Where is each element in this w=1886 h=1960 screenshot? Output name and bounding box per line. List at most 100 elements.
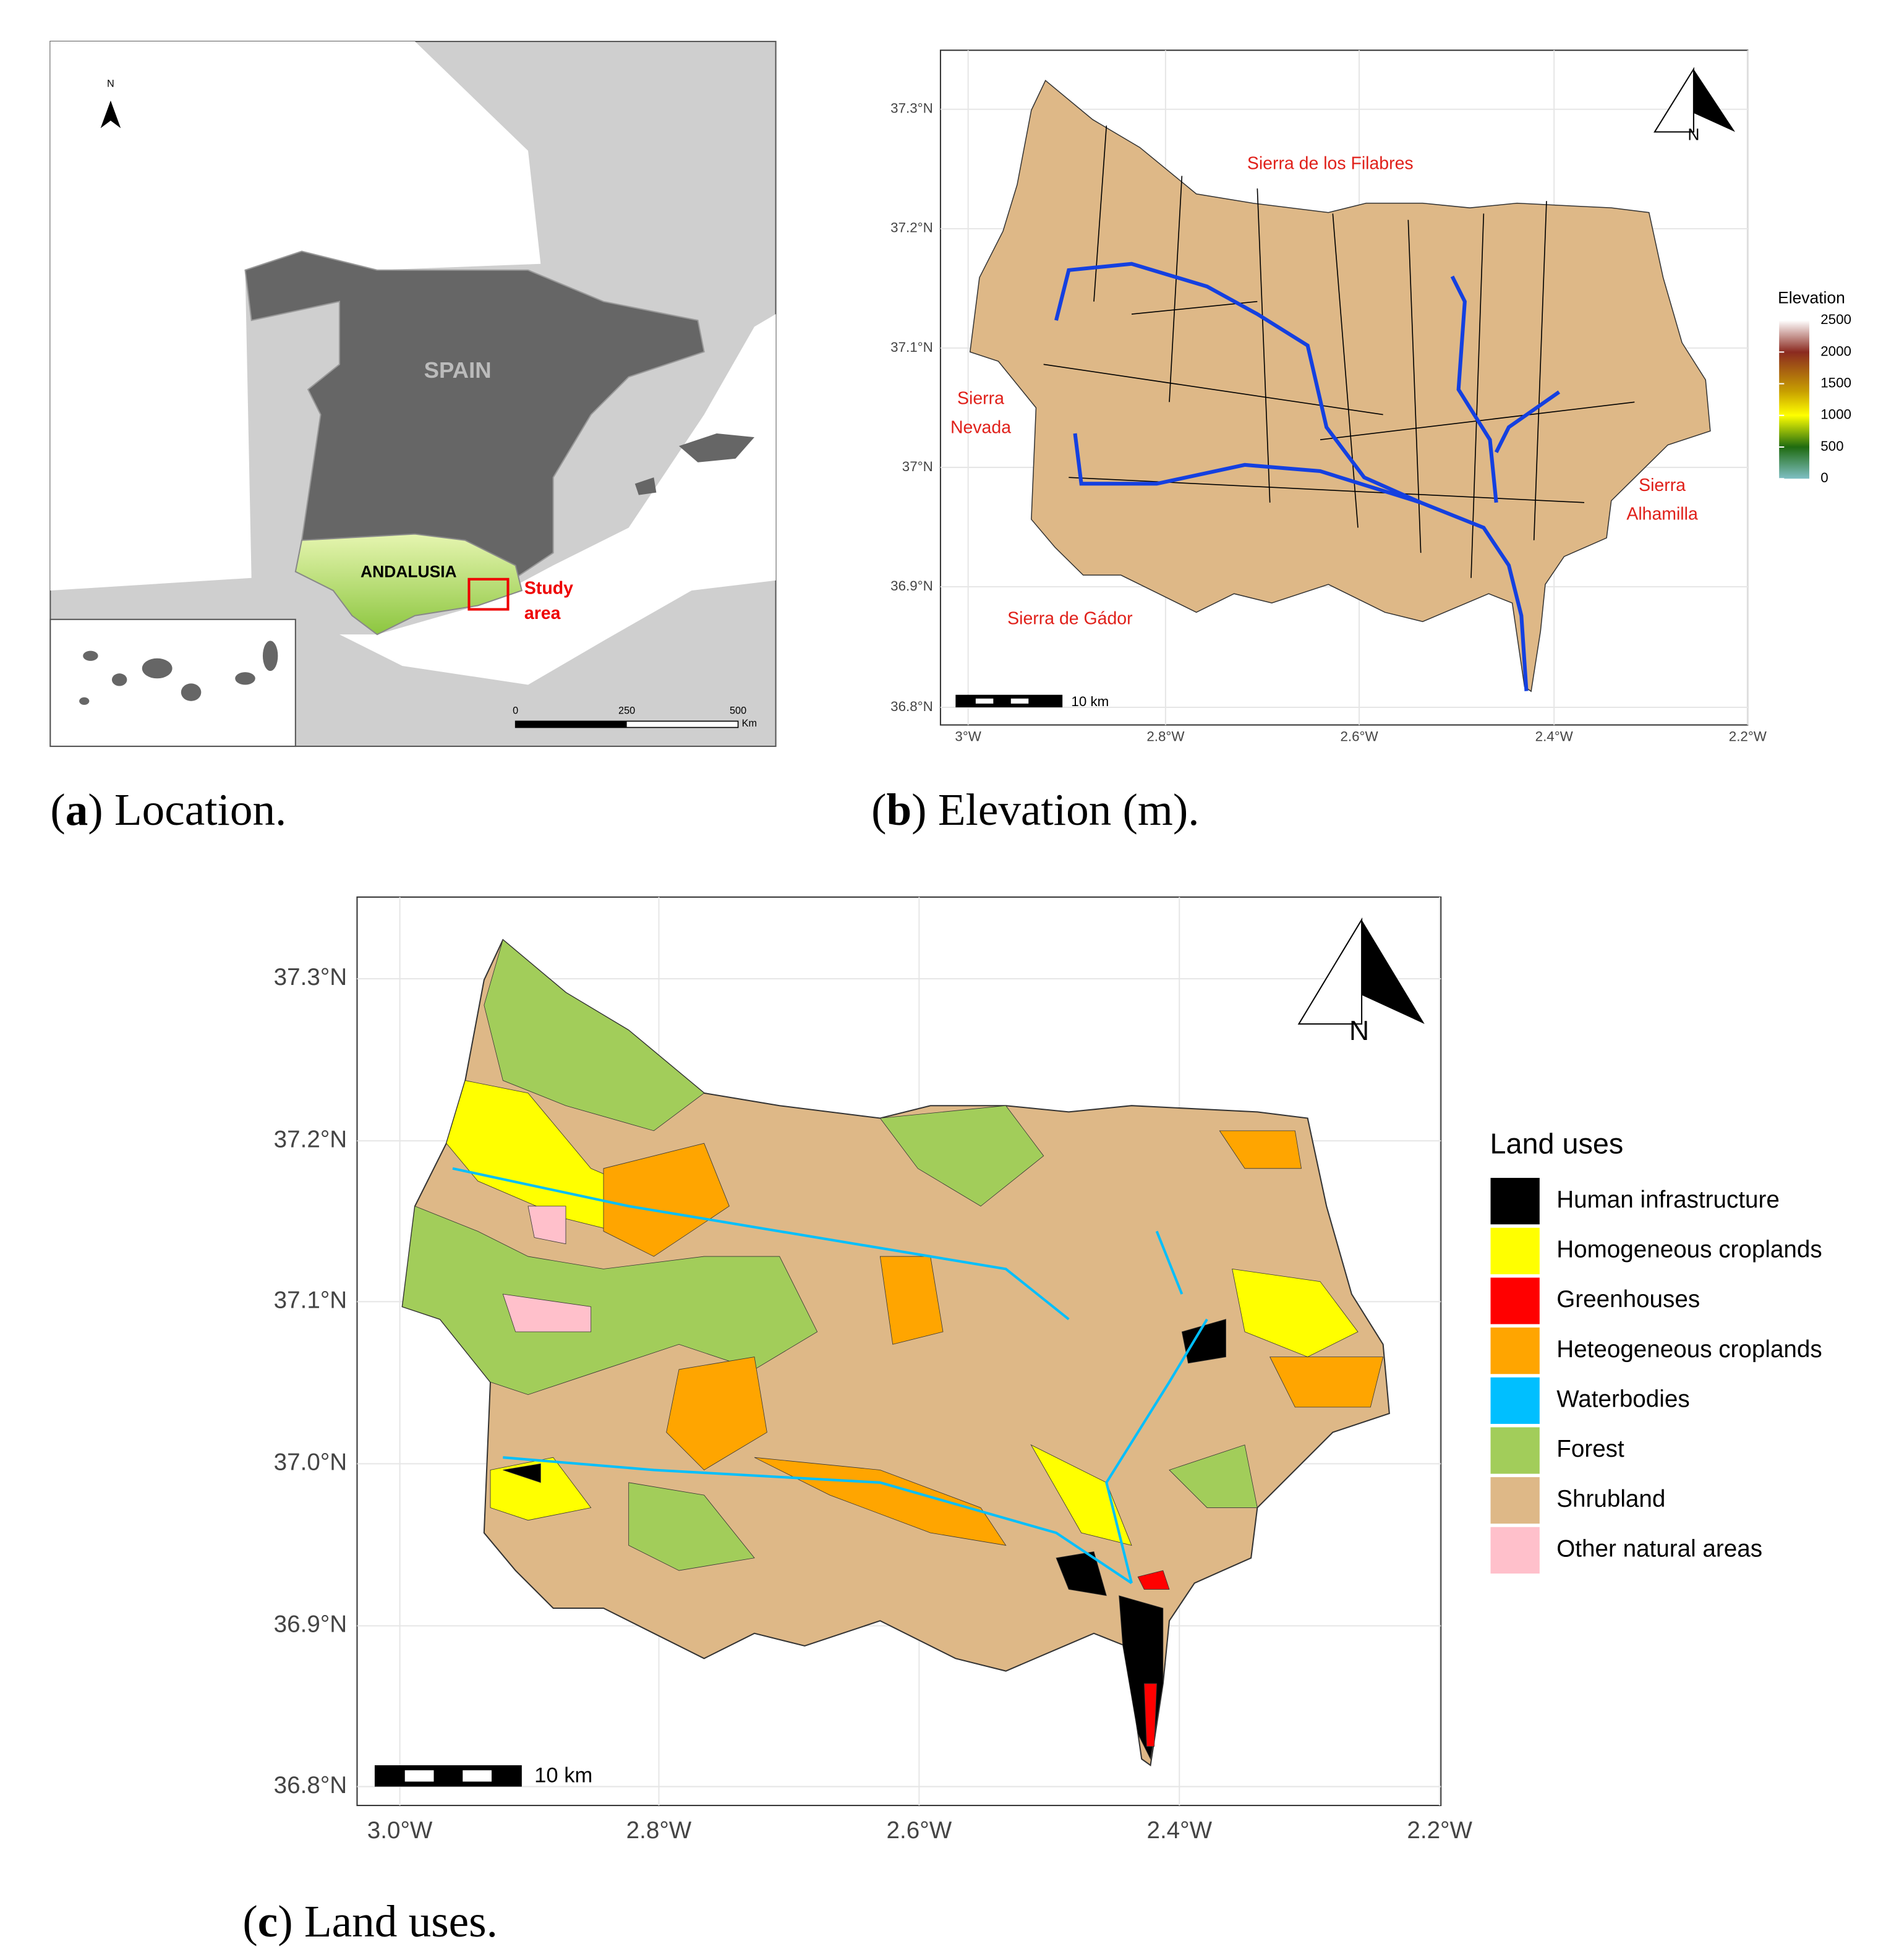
land-use-patch: [1137, 1570, 1170, 1590]
spain: [244, 250, 705, 579]
study-label: Study: [524, 579, 573, 599]
atlantic: [50, 41, 541, 591]
x-tick-label: 2.8°W: [1146, 729, 1185, 744]
y-tick-label: 37.0°N: [274, 1449, 348, 1476]
land-use-patch: [1219, 1130, 1302, 1169]
islands: [79, 641, 278, 705]
caption-part: (: [242, 1896, 257, 1946]
north-label: N: [1688, 125, 1699, 143]
subbasins: [1043, 126, 1635, 578]
study-label: area: [524, 603, 561, 623]
land-use-patch: [603, 1143, 730, 1257]
land-use-patch: [502, 1293, 592, 1332]
land-use-patch: [879, 1256, 944, 1345]
y-tick-label: 37.2°N: [890, 220, 933, 236]
caption: (a) Location.: [50, 785, 286, 835]
colorbar-label: 1500: [1820, 375, 1851, 390]
colorbar-label: 500: [1820, 438, 1843, 454]
y-tick-label: 37.3°N: [274, 964, 348, 991]
place-label: Sierra de Gádor: [1007, 608, 1132, 628]
scale-tick-label: 0: [513, 705, 518, 716]
y-tick-label: 36.9°N: [890, 578, 933, 594]
caption-part: ) Elevation (m).: [911, 785, 1199, 835]
study-box: [467, 577, 510, 611]
x-tick-label: 2.4°W: [1535, 729, 1574, 744]
north-label: N: [107, 78, 114, 89]
river: [452, 1167, 1208, 1585]
scale-tick-label: 500: [730, 705, 746, 716]
legend-label: Shrubland: [1556, 1486, 1665, 1512]
country-label: SPAIN: [424, 357, 492, 383]
y-tick-label: 36.9°N: [274, 1611, 348, 1638]
legend-label: Other natural areas: [1556, 1536, 1762, 1562]
land-use-patch: [503, 1463, 541, 1483]
x-tick-label: 2.6°W: [1340, 729, 1378, 744]
place-label: Sierra: [1639, 475, 1686, 495]
caption-part: ) Location.: [88, 785, 286, 835]
land-use-patch: [1269, 1357, 1384, 1408]
y-tick-label: 37.1°N: [890, 339, 933, 355]
colorbar-label: 2500: [1820, 312, 1851, 327]
island: [679, 433, 754, 462]
y-tick-label: 37.3°N: [890, 101, 933, 116]
colorbar-label: 1000: [1820, 407, 1851, 422]
scale-tick-label: 250: [618, 705, 635, 716]
basin: [401, 939, 1390, 1766]
place-label: Alhamilla: [1626, 505, 1698, 524]
y-tick-label: 36.8°N: [890, 699, 933, 714]
land-use-patches: [402, 939, 1384, 1760]
land-use-patch: [879, 1105, 1044, 1207]
land-use-patch: [1143, 1683, 1158, 1747]
legend-label: Waterbodies: [1556, 1386, 1689, 1413]
caption-part: (: [871, 785, 886, 835]
scale-segment: [515, 721, 627, 728]
x-tick-label: 2.2°W: [1729, 729, 1767, 744]
legend-swatch: [1489, 1226, 1541, 1276]
legend-label: Heteogeneous croplands: [1556, 1336, 1822, 1363]
legend-label: Homogeneous croplands: [1556, 1237, 1822, 1263]
land-use-patch: [628, 1482, 755, 1571]
river: [1054, 262, 1561, 691]
land-use-patch: [1169, 1444, 1258, 1508]
legend-swatch: [1489, 1276, 1541, 1326]
x-tick-label: 3.0°W: [367, 1817, 433, 1844]
x-tick-label: 2.8°W: [626, 1817, 692, 1844]
legend: Land uses Human infrastructure Homogeneous…: [1489, 1128, 1822, 1575]
north-arrow: [1362, 919, 1425, 1025]
scale-label: 10 km: [1071, 694, 1109, 709]
colorbar-label: 0: [1820, 470, 1828, 485]
land-use-patch: [1056, 1551, 1107, 1596]
legend-title: Elevation: [1778, 289, 1845, 307]
north-arrow: [100, 100, 121, 129]
legend-swatch: [1489, 1525, 1541, 1575]
legend-swatch: [1489, 1476, 1541, 1525]
place-label: Nevada: [950, 417, 1011, 437]
legend-swatch: [1489, 1376, 1541, 1425]
caption-part: c: [258, 1896, 278, 1946]
x-tick-label: 2.2°W: [1407, 1817, 1472, 1844]
elevation-legend: Elevation 0 500 1000 1500 2000 2500: [1778, 289, 1851, 485]
scale-bar: [955, 694, 1063, 708]
caption-part: a: [66, 785, 88, 835]
place-label: Sierra: [957, 389, 1004, 409]
place-labels: Sierra de los Filabres Sierra Nevada Sierra…: [950, 154, 1698, 629]
north-arrow: [1693, 69, 1735, 132]
caption-part: b: [886, 785, 911, 835]
legend-label: Forest: [1556, 1436, 1624, 1462]
x-tick-label: 3°W: [955, 729, 981, 744]
land-use-patch: [527, 1206, 566, 1245]
legend-label: Greenhouses: [1556, 1286, 1700, 1313]
inset: [49, 618, 296, 748]
legend-title: Land uses: [1490, 1128, 1624, 1160]
andalusia: [294, 533, 523, 636]
y-tick-label: 37°N: [902, 459, 933, 474]
scale-label: 10 km: [534, 1763, 592, 1787]
north-label: N: [1349, 1016, 1369, 1046]
caption: (b) Elevation (m).: [871, 785, 1199, 835]
land-use-patch: [484, 939, 705, 1131]
land-use-patch: [1030, 1444, 1132, 1546]
mediterranean: [339, 314, 776, 685]
y-tick-label: 37.2°N: [274, 1126, 348, 1153]
y-tick-label: 36.8°N: [274, 1772, 348, 1799]
